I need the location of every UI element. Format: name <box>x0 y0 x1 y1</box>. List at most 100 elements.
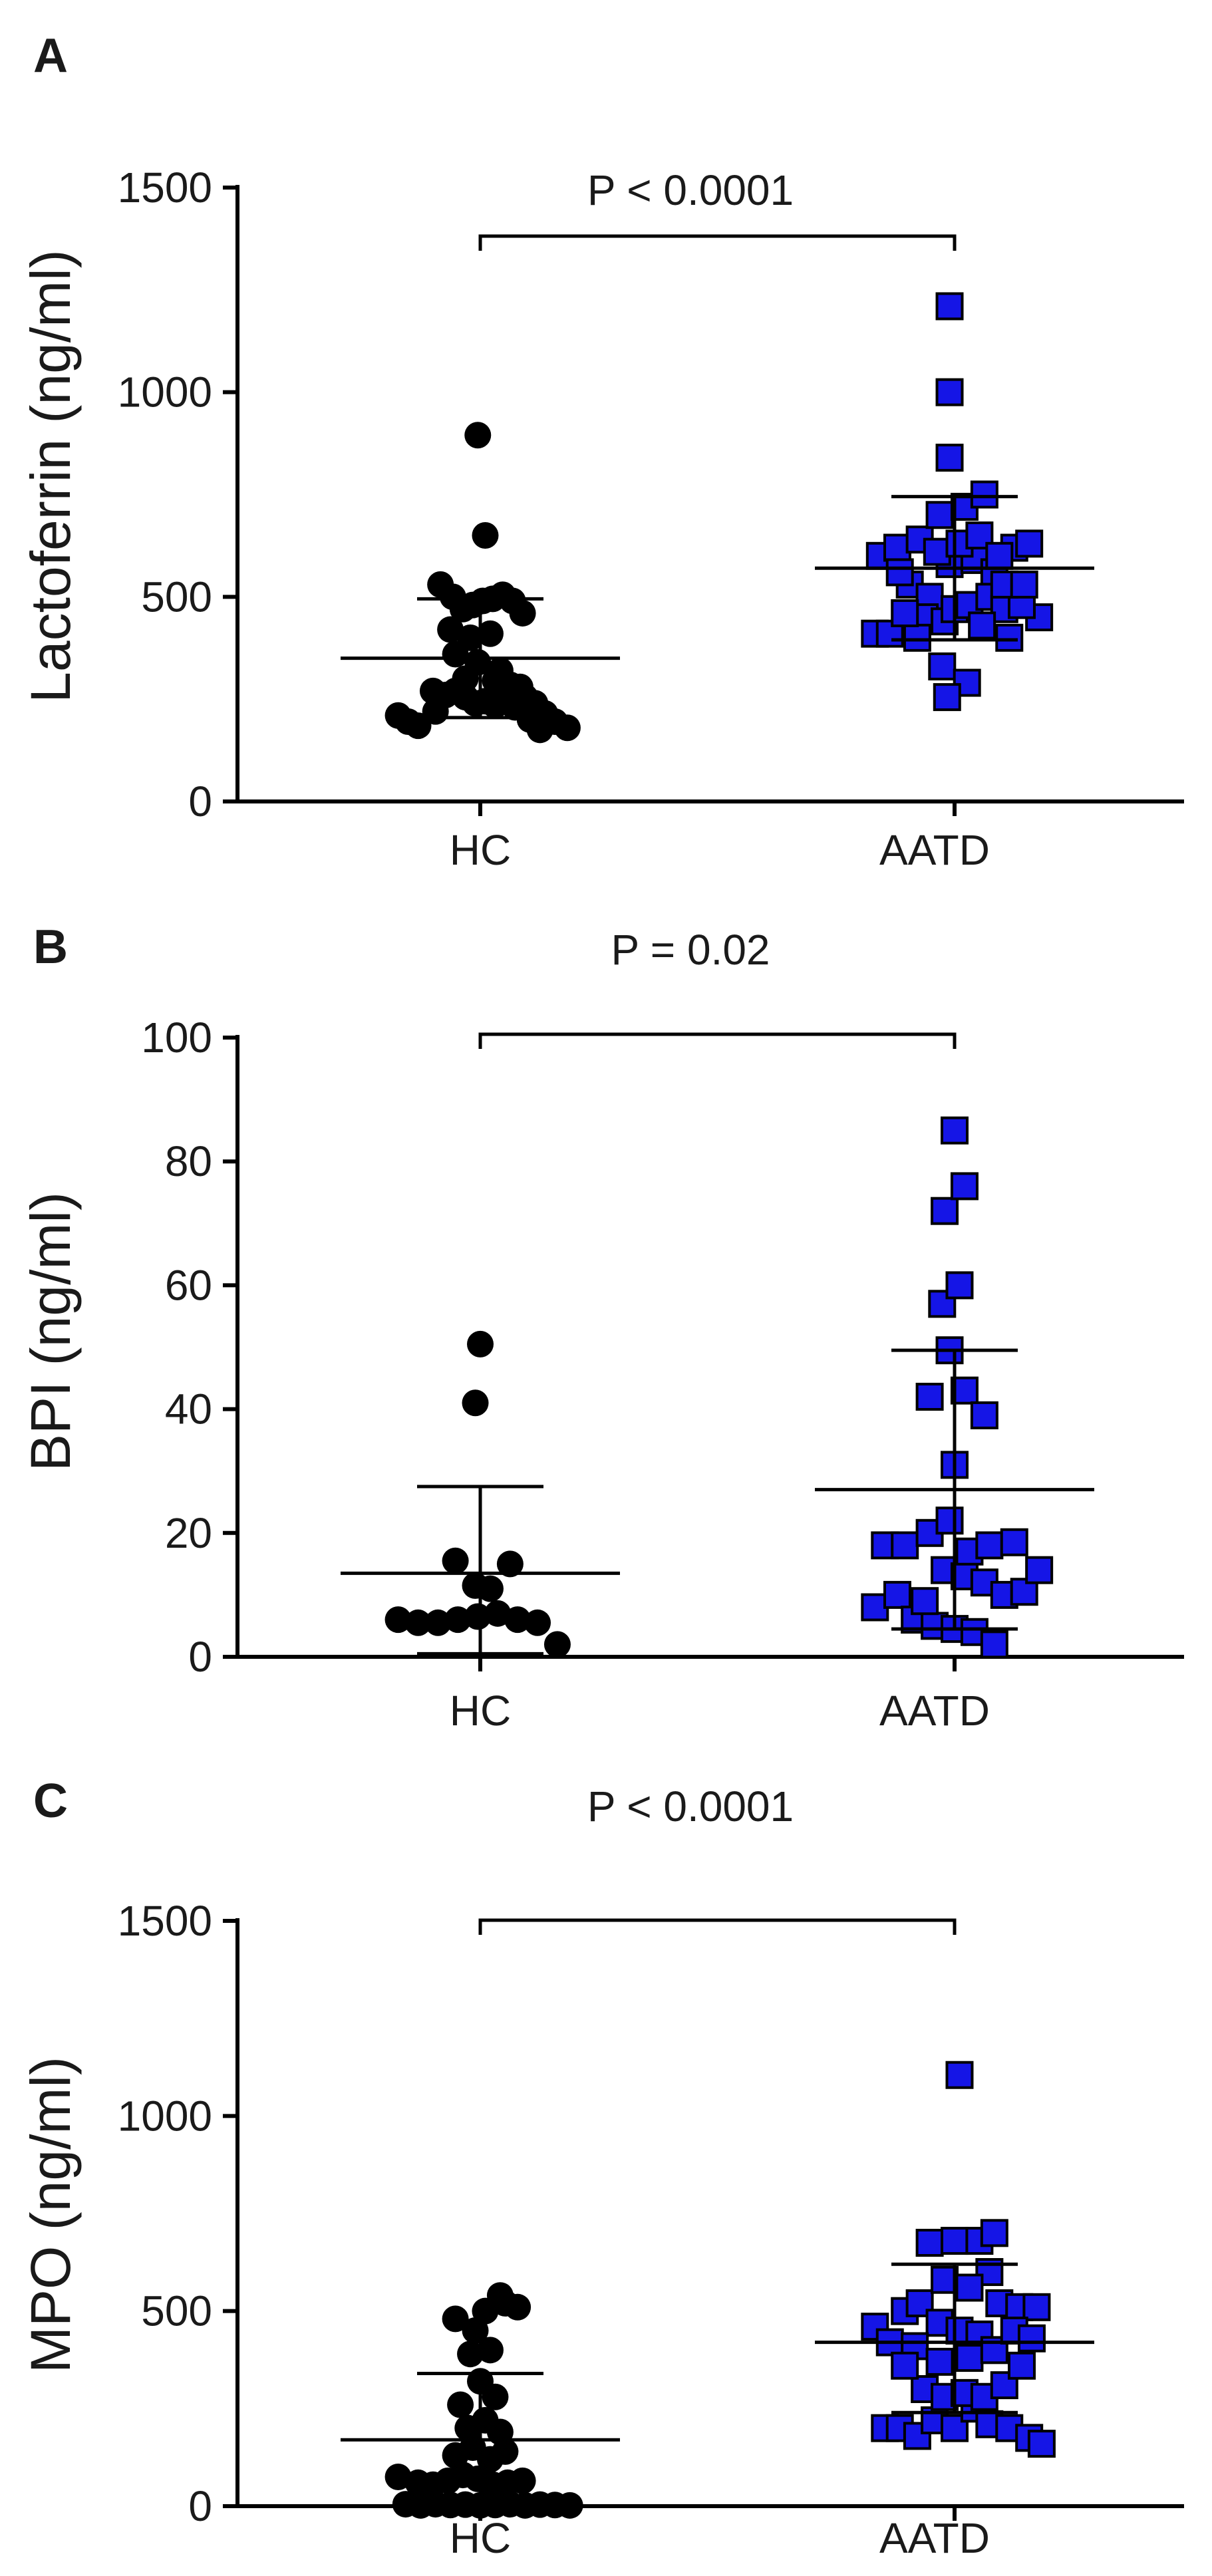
panel-c-y-tick-label: 1500 <box>118 1897 212 1945</box>
panel-c-plot: 0 500 1000 1500 <box>118 1897 1184 2530</box>
panel-b-y-tick-label: 20 <box>165 1509 212 1557</box>
panel-b-y-tick-label: 100 <box>141 1014 212 1062</box>
panel-c-aatd-point <box>1022 2293 1051 2321</box>
panel-c-aatd-point <box>915 2229 944 2257</box>
panel-b-hc-point <box>476 1575 504 1602</box>
panel-b-aatd-point <box>945 1271 974 1300</box>
panel-a-aatd-point <box>1015 529 1044 558</box>
panel-c-hc-point <box>556 2492 583 2519</box>
panel-b-category-hc: HC <box>450 1687 511 1735</box>
panel-c-hc-point <box>476 2337 504 2364</box>
panel-c-letter: C <box>33 1775 68 1828</box>
panel-a-y-tick-label: 1500 <box>118 164 212 212</box>
panel-b-hc-point <box>462 1389 489 1417</box>
panel-b-hc-point <box>496 1550 524 1578</box>
panel-a-aatd-point <box>935 378 964 406</box>
panel-a-hc-point <box>509 599 536 627</box>
panel-b-aatd-point <box>931 1197 959 1225</box>
panel-b-category-aatd: AATD <box>879 1687 990 1735</box>
panel-c-aatd-point <box>980 2219 1008 2247</box>
panel-c-category-aatd: AATD <box>879 2514 990 2562</box>
panel-a-aatd-point <box>970 480 998 509</box>
panel-a-letter: A <box>33 29 68 82</box>
panel-c-p-value: P < 0.0001 <box>587 1783 794 1830</box>
panel-a-hc-point <box>452 665 479 692</box>
panel-a-hc-point <box>442 641 469 668</box>
panel-a-category-hc: HC <box>450 826 511 874</box>
panel-a-category-aatd: AATD <box>879 826 990 874</box>
panel-a-hc-point <box>516 706 543 733</box>
panel-b-aatd-point <box>970 1401 998 1429</box>
panel-a-aatd-point <box>933 683 961 712</box>
panel-c-y-axis-label: MPO (ng/ml) <box>19 2057 82 2373</box>
panel-b-letter: B <box>33 921 68 974</box>
panel-a-hc-point <box>464 422 492 449</box>
panel-a-aatd-point <box>953 668 981 697</box>
panel-a-aatd-point <box>875 619 904 648</box>
panel-b-hc-point <box>543 1631 571 1658</box>
panel-b-hc-point <box>442 1547 469 1574</box>
panel-a-aatd-point <box>935 292 964 321</box>
panel-b-y-tick-label: 0 <box>188 1633 212 1681</box>
panel-a-hc-point <box>437 616 464 643</box>
panel-a-p-value: P < 0.0001 <box>587 166 794 214</box>
panel-b-hc-point <box>424 1609 452 1636</box>
panel-a: A Lactoferrin (ng/ml) P < 0.0001 HC AATD… <box>19 29 1184 874</box>
panel-a-aatd-point <box>935 444 964 472</box>
panel-b-aatd-point <box>975 1531 1004 1560</box>
panel-c-aatd-point <box>1007 2351 1036 2380</box>
panel-a-y-tick-label: 1000 <box>118 368 212 416</box>
panel-c-y-tick-label: 1000 <box>118 2092 212 2140</box>
panel-a-aatd-point <box>968 611 996 640</box>
panel-b-y-tick-label: 60 <box>165 1261 212 1309</box>
panel-b-aatd-point <box>883 1580 911 1609</box>
panel-a-hc-point <box>476 620 504 647</box>
panel-a-aatd-point <box>995 623 1024 652</box>
panel-a-hc-point <box>553 714 581 742</box>
panel-a-aatd-point <box>1010 570 1038 599</box>
panel-a-plot: 0 500 1000 1500 <box>118 164 1184 825</box>
panel-c-aatd-point <box>861 2313 889 2341</box>
panel-b-plot: 0 20 40 60 80 100 <box>141 1014 1184 1681</box>
panel-a-hc-point <box>419 677 446 704</box>
panel-b-hc-point <box>467 1330 494 1358</box>
panel-c-y-tick-label: 500 <box>141 2287 212 2335</box>
panel-b-hc-point <box>444 1606 472 1634</box>
panel-b-aatd-point <box>911 1587 939 1616</box>
panel-c-hc-point <box>509 2467 536 2494</box>
panel-a-aatd-point <box>903 623 931 652</box>
panel-c-hc-point <box>442 2305 469 2333</box>
panel-c-significance-bracket <box>478 1918 957 1935</box>
panel-b-y-axis-label: BPI (ng/ml) <box>19 1192 82 1471</box>
panel-b-aatd-point <box>950 1172 979 1201</box>
panel-c-aatd-point <box>1017 2324 1046 2353</box>
panel-b-aatd-point <box>1025 1556 1054 1584</box>
panel-b-hc-point <box>384 1606 412 1634</box>
panel-b-y-tick-label: 40 <box>165 1385 212 1433</box>
panel-a-y-tick-label: 500 <box>141 573 212 621</box>
panel-b-aatd-point <box>891 1531 919 1560</box>
panel-c-aatd-point <box>955 2273 984 2302</box>
panel-c-y-tick-label: 0 <box>188 2482 212 2530</box>
panel-c-aatd-point <box>891 2351 919 2380</box>
panel-a-significance-bracket <box>478 234 957 251</box>
panel-c-hc-point <box>447 2391 474 2418</box>
panel-a-y-axis-label: Lactoferrin (ng/ml) <box>19 249 82 703</box>
panel-b: B BPI (ng/ml) P = 0.02 HC AATD 0 20 40 60 80… <box>19 921 1184 1735</box>
panel-a-aatd-point <box>891 599 919 627</box>
panel-c-aatd-point <box>1027 2430 1056 2458</box>
panel-b-hc-point <box>404 1609 432 1636</box>
panel-b-hc-point <box>504 1606 531 1634</box>
panel-c: C MPO (ng/ml) P < 0.0001 HC AATD 0 500 100… <box>19 1775 1184 2562</box>
panel-a-aatd-point <box>885 558 914 587</box>
panel-b-aatd-point <box>980 1630 1008 1659</box>
panel-b-aatd-point <box>1000 1528 1028 1556</box>
panel-c-aatd-point <box>925 2347 954 2376</box>
panel-b-aatd-point <box>935 1506 964 1535</box>
panel-c-aatd-point <box>905 2289 934 2317</box>
panel-c-aatd-point <box>941 2414 969 2442</box>
panel-a-aatd-point <box>928 652 957 680</box>
panel-b-y-tick-label: 80 <box>165 1137 212 1185</box>
panel-b-aatd-point <box>915 1382 944 1411</box>
panel-c-category-hc: HC <box>450 2514 511 2562</box>
